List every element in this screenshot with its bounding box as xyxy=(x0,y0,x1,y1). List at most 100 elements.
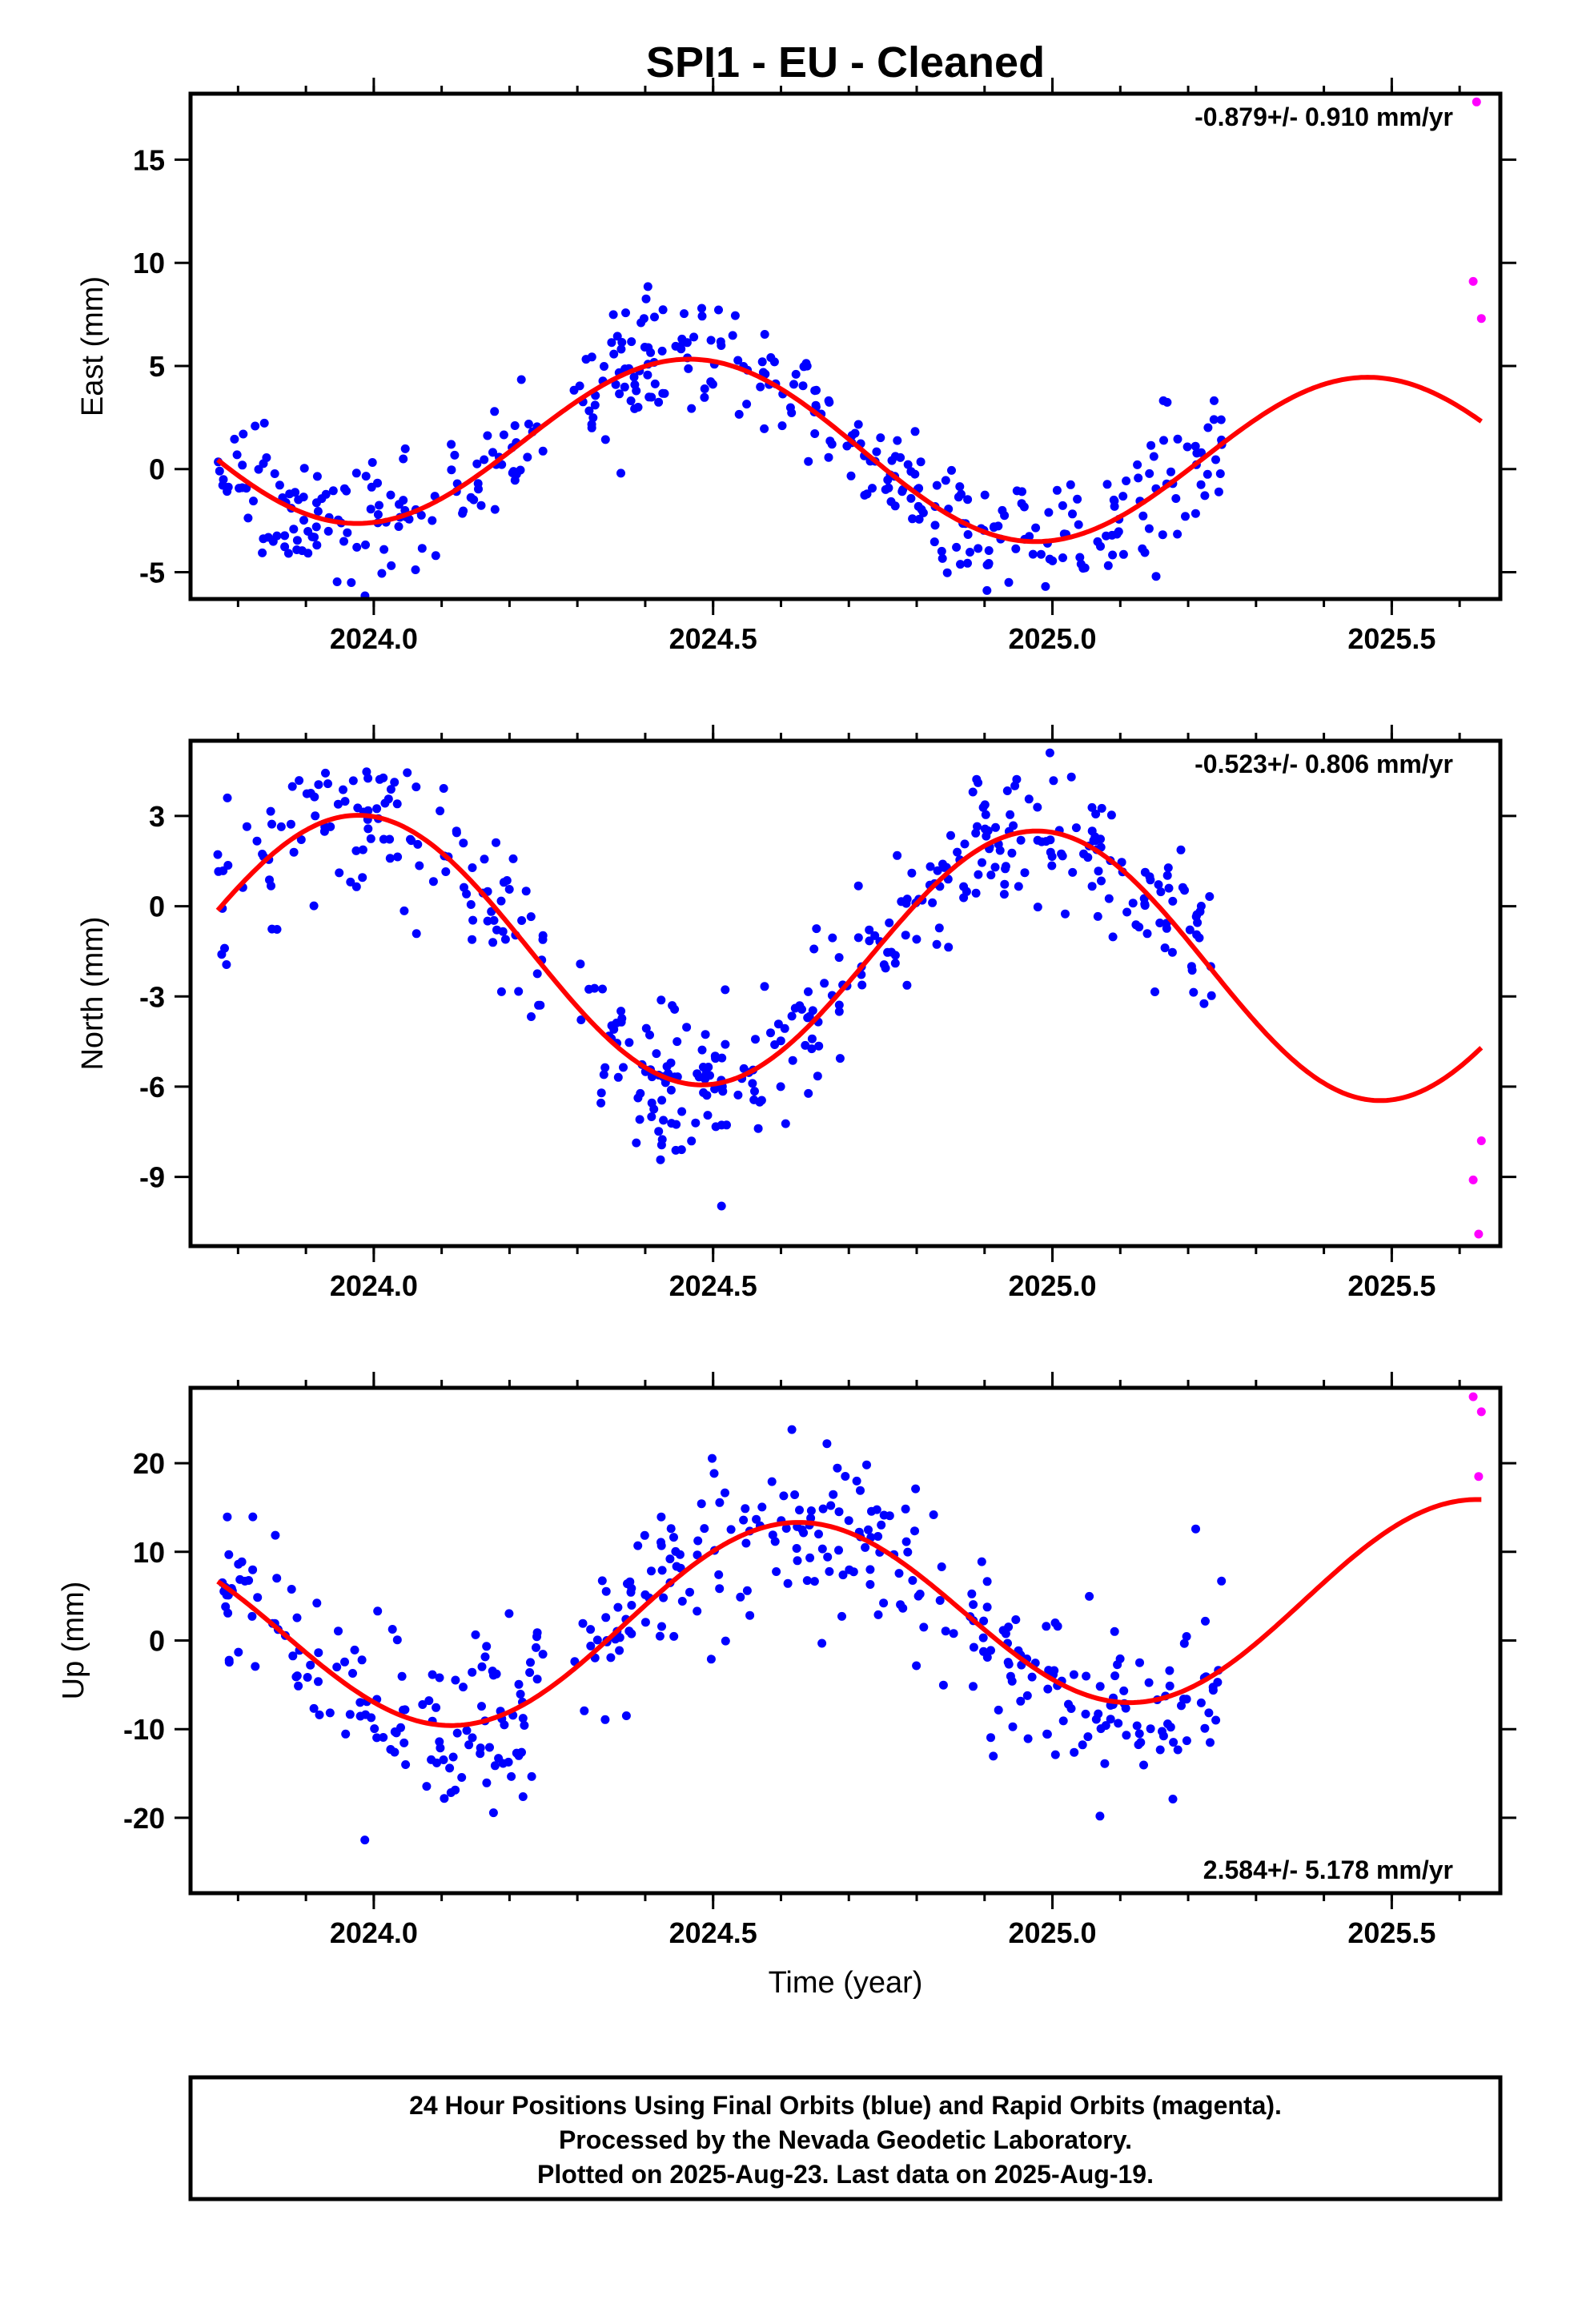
final-orbit-point xyxy=(588,413,598,423)
rate-label: -0.523+/- 0.806 mm/yr xyxy=(1195,750,1453,778)
final-orbit-point xyxy=(348,1669,357,1678)
final-orbit-point xyxy=(613,1602,623,1612)
final-orbit-point xyxy=(1146,1724,1155,1734)
final-orbit-point xyxy=(1200,1723,1210,1733)
final-orbit-point xyxy=(473,479,483,489)
final-orbit-point xyxy=(907,868,917,878)
final-orbit-point xyxy=(1136,1738,1146,1747)
final-orbit-point xyxy=(919,1622,929,1632)
final-orbit-point xyxy=(767,1477,777,1486)
final-orbit-point xyxy=(480,854,489,864)
final-orbit-point xyxy=(347,578,356,587)
final-orbit-point xyxy=(527,1771,536,1781)
final-orbit-point xyxy=(601,1586,611,1596)
final-orbit-point xyxy=(504,885,514,894)
final-orbit-point xyxy=(779,1491,789,1501)
panel-frame xyxy=(188,738,1503,1248)
final-orbit-point xyxy=(1000,879,1010,889)
final-orbit-point xyxy=(1182,1632,1191,1641)
final-orbit-point xyxy=(616,468,625,478)
final-orbit-point xyxy=(490,1761,500,1771)
final-orbit-point xyxy=(963,558,972,568)
final-orbit-point xyxy=(969,1642,978,1652)
final-orbit-point xyxy=(272,925,282,934)
final-orbit-point xyxy=(817,1544,827,1554)
final-orbit-point xyxy=(714,305,723,315)
final-orbit-point xyxy=(857,980,867,990)
final-orbit-point xyxy=(259,418,269,428)
final-orbit-point xyxy=(521,887,531,896)
final-orbit-point xyxy=(914,514,924,524)
final-orbit-point xyxy=(446,1788,456,1797)
final-orbit-point xyxy=(710,1084,720,1094)
final-orbit-point xyxy=(447,465,456,475)
final-orbit-point xyxy=(1164,883,1174,893)
final-orbit-point xyxy=(978,1633,988,1642)
final-orbit-point xyxy=(963,495,973,505)
final-orbit-point xyxy=(468,1667,477,1677)
final-orbit-point xyxy=(787,1011,797,1021)
final-orbit-point xyxy=(1110,1626,1119,1636)
final-orbit-point xyxy=(1165,1666,1174,1675)
final-orbit-point xyxy=(1037,837,1046,846)
final-orbit-point xyxy=(1090,836,1100,846)
footer-box: 24 Hour Positions Using Final Orbits (bl… xyxy=(188,2075,1503,2201)
final-orbit-point xyxy=(703,1111,713,1120)
final-orbit-point xyxy=(397,1671,407,1681)
final-orbit-point xyxy=(1118,549,1128,559)
final-orbit-point xyxy=(876,433,885,443)
final-orbit-point xyxy=(1082,1671,1091,1681)
x-tick-label: 2024.0 xyxy=(330,1269,418,1302)
final-orbit-point xyxy=(1196,902,1206,911)
final-orbit-point xyxy=(1167,947,1177,957)
final-orbit-point xyxy=(1203,423,1213,432)
final-orbit-point xyxy=(790,1003,800,1013)
final-orbit-point xyxy=(1182,1736,1191,1746)
final-orbit-point xyxy=(689,332,699,342)
x-tick-label: 2025.0 xyxy=(1008,1269,1096,1302)
final-orbit-point xyxy=(314,780,323,790)
final-orbit-point xyxy=(1100,1759,1110,1768)
final-orbit-point xyxy=(677,1107,687,1116)
final-orbit-point xyxy=(977,1557,986,1566)
final-orbit-point xyxy=(525,1668,535,1677)
final-orbit-point xyxy=(1044,1666,1054,1675)
final-orbit-point xyxy=(476,1743,485,1753)
final-orbit-point xyxy=(483,431,492,440)
final-orbit-point xyxy=(701,1030,710,1039)
final-orbit-point xyxy=(802,1576,812,1586)
final-orbit-point xyxy=(600,362,608,371)
final-orbit-point xyxy=(1008,1722,1018,1731)
final-orbit-point xyxy=(706,1655,716,1664)
final-orbit-point xyxy=(1050,1618,1060,1627)
final-orbit-point xyxy=(459,506,468,516)
final-orbit-point xyxy=(411,565,420,574)
final-orbit-point xyxy=(584,984,594,994)
final-orbit-point xyxy=(221,1602,231,1611)
final-orbit-point xyxy=(1160,943,1170,953)
y-tick-label: 5 xyxy=(149,350,165,383)
final-orbit-point xyxy=(1031,523,1041,533)
final-orbit-point xyxy=(697,1045,707,1055)
final-orbit-point xyxy=(1156,887,1166,897)
final-orbit-point xyxy=(379,1733,388,1742)
final-orbit-point xyxy=(671,1546,681,1556)
final-orbit-point xyxy=(392,1635,402,1645)
final-orbit-point xyxy=(587,420,596,429)
final-orbit-point xyxy=(946,830,955,840)
final-orbit-point xyxy=(942,568,952,577)
final-orbit-point xyxy=(654,1127,664,1136)
final-orbit-point xyxy=(514,1751,524,1760)
final-orbit-point xyxy=(699,1088,709,1097)
final-orbit-point xyxy=(938,553,947,563)
final-orbit-point xyxy=(267,819,276,829)
final-orbit-point xyxy=(994,1705,1003,1715)
final-orbit-point xyxy=(666,1524,676,1534)
final-orbit-point xyxy=(238,483,247,493)
final-orbit-point xyxy=(1151,572,1161,581)
final-orbit-point xyxy=(971,828,981,838)
final-orbit-point xyxy=(366,834,375,843)
final-orbit-point xyxy=(1058,553,1067,562)
final-orbit-point xyxy=(788,1055,797,1065)
final-orbit-point xyxy=(1185,925,1195,935)
